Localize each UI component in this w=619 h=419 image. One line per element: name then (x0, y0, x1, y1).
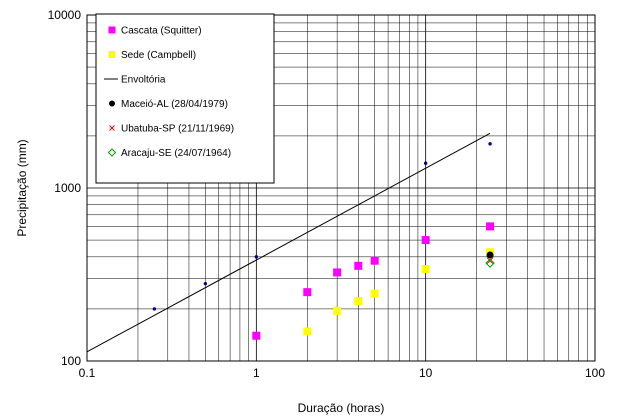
data-point-series-0 (422, 236, 430, 244)
data-point-series-3 (487, 251, 494, 258)
y-tick-label: 1000 (54, 181, 81, 195)
data-point-series-6 (204, 282, 207, 285)
data-point-series-0 (333, 268, 341, 276)
x-tick-label: 0.1 (79, 366, 96, 380)
data-point-series-0 (354, 262, 362, 270)
data-point-series-1 (354, 297, 362, 305)
legend-swatch (109, 101, 115, 107)
legend-label: Envoltória (121, 75, 166, 86)
x-tick-label: 100 (585, 366, 605, 380)
data-point-series-6 (255, 255, 258, 258)
legend-label: Sede (Campbell) (121, 50, 196, 61)
x-tick-label: 1 (253, 366, 260, 380)
data-point-series-6 (488, 142, 491, 145)
x-tick-label: 10 (419, 366, 433, 380)
data-point-series-1 (303, 328, 311, 336)
data-point-series-6 (153, 307, 156, 310)
legend-label: Cascata (Squitter) (121, 26, 202, 37)
data-point-series-1 (371, 290, 379, 298)
data-point-series-0 (486, 222, 494, 230)
legend-label: Ubatuba-SP (21/11/1969) (121, 124, 234, 135)
data-point-series-0 (303, 288, 311, 296)
y-tick-label: 10000 (48, 8, 82, 22)
data-point-series-1 (422, 265, 430, 273)
y-tick-label: 100 (61, 354, 81, 368)
legend-swatch (109, 27, 116, 34)
data-point-series-0 (252, 332, 260, 340)
data-point-series-6 (424, 162, 427, 165)
data-point-series-1 (333, 307, 341, 315)
x-axis-title: Duração (horas) (298, 401, 385, 415)
y-axis-title: Precipitação (mm) (15, 139, 29, 236)
legend-label: Aracaju-SE (24/07/1964) (121, 148, 231, 159)
legend: Cascata (Squitter) Sede (Campbell) Envoltó… (96, 14, 274, 183)
legend-swatch (109, 51, 116, 58)
legend-label: Maceió-AL (28/04/1979) (121, 99, 228, 110)
data-point-series-0 (371, 257, 379, 265)
